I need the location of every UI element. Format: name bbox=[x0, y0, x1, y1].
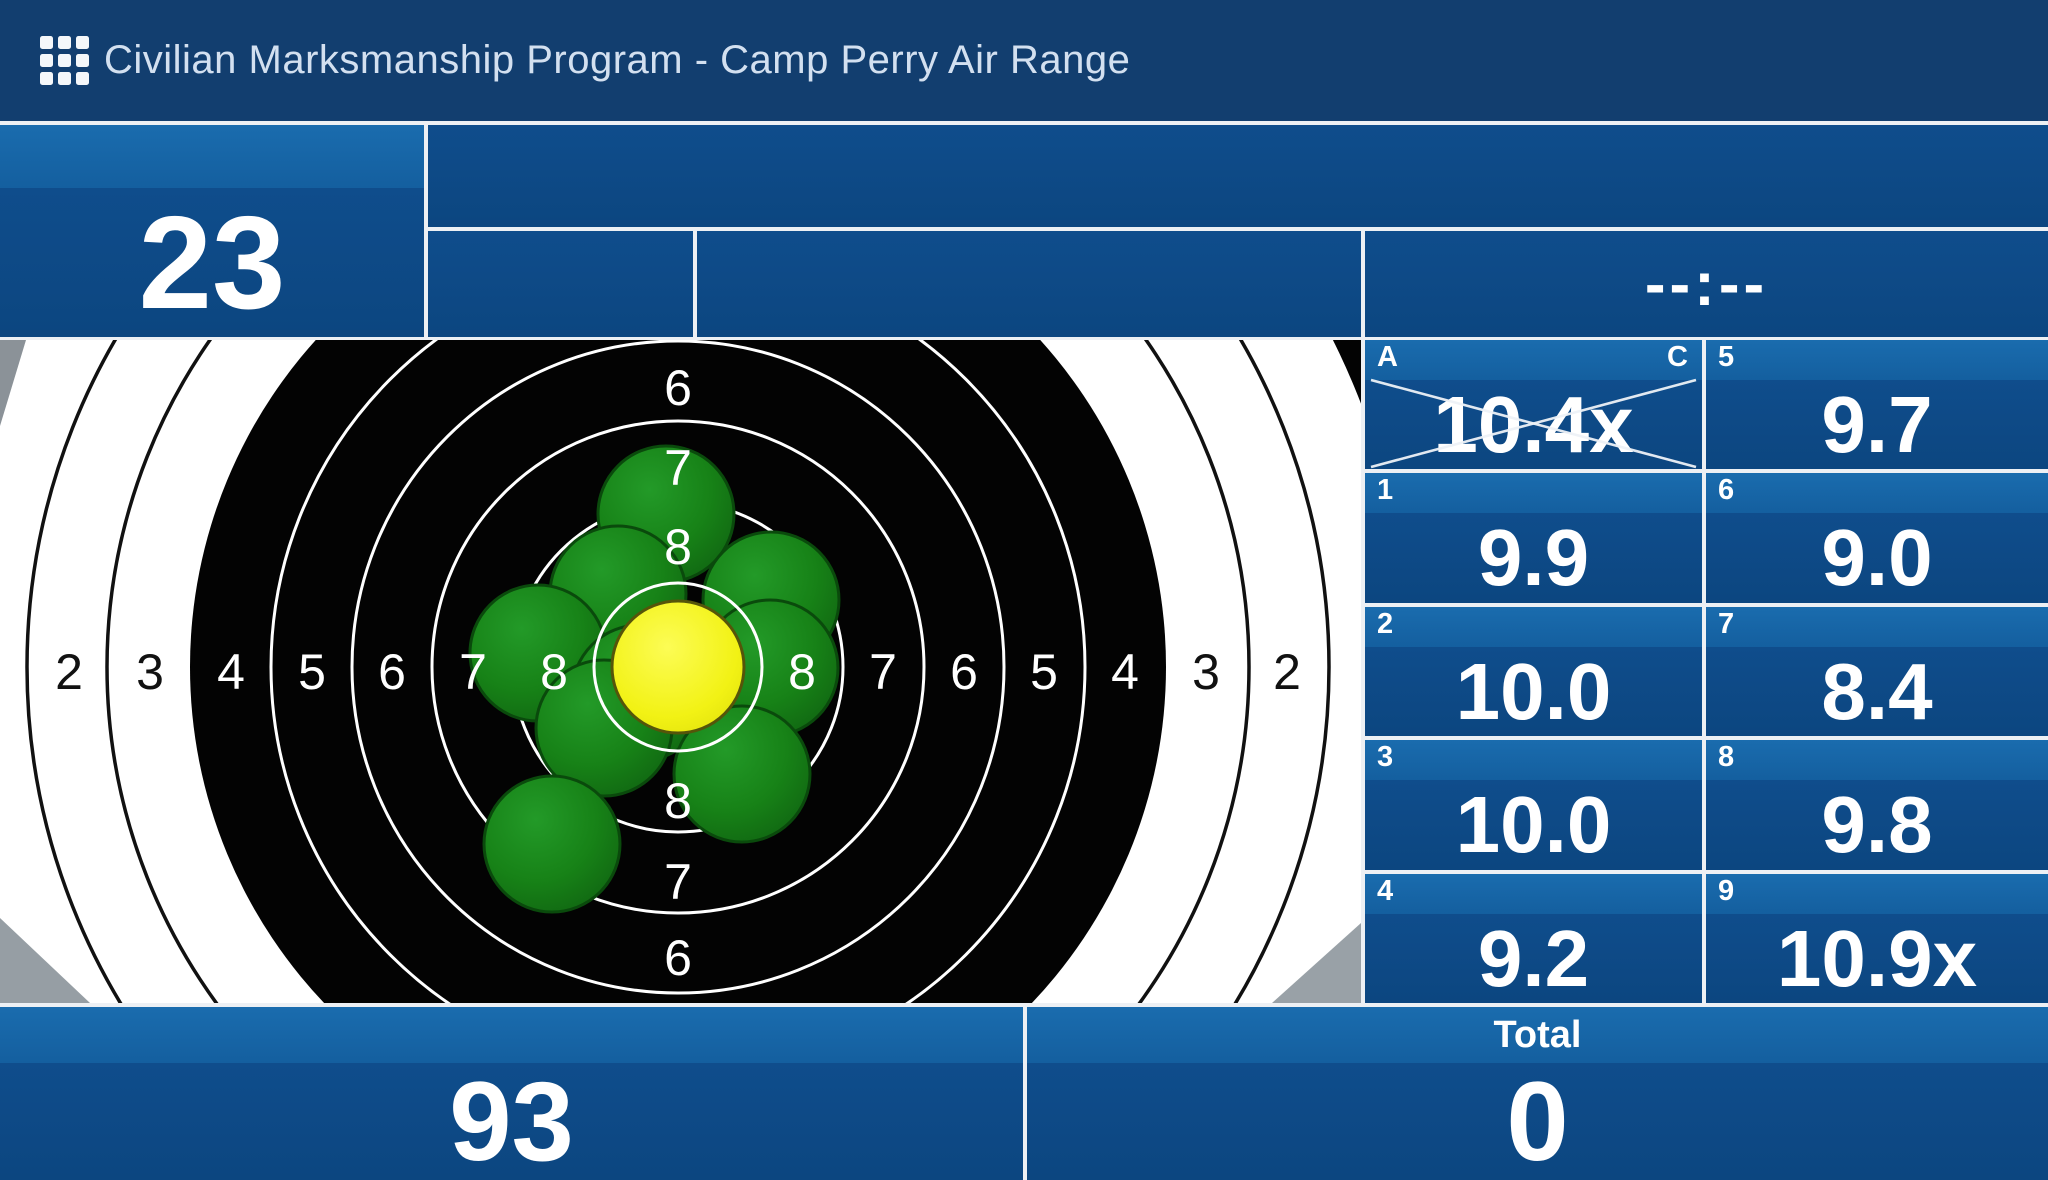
lane-number: 23 bbox=[0, 188, 424, 337]
ring-number: 7 bbox=[664, 854, 692, 910]
top-bar: Civilian Marksmanship Program - Camp Per… bbox=[0, 0, 2048, 121]
shot-cell-header: 7 bbox=[1706, 607, 2048, 647]
shot-value: 9.9 bbox=[1365, 513, 1702, 603]
shot-marker-latest bbox=[610, 599, 746, 735]
ring-line-7 bbox=[430, 419, 926, 915]
ring-number: 6 bbox=[664, 360, 692, 416]
ring-number: 8 bbox=[664, 773, 692, 829]
ring-number: 4 bbox=[1111, 644, 1139, 700]
ring-number: 8 bbox=[540, 644, 568, 700]
shot-position-label-right: C bbox=[1667, 341, 1688, 373]
shot-value: 9.2 bbox=[1365, 914, 1702, 1003]
shot-value: 8.4 bbox=[1706, 647, 2048, 736]
shot-cell-6[interactable]: 6 9.0 bbox=[1706, 473, 2048, 603]
shot-marker bbox=[482, 774, 622, 914]
match-timer: --:-- bbox=[1365, 231, 2048, 337]
ring-number: 8 bbox=[788, 644, 816, 700]
total-panel: Total 0 bbox=[1027, 1007, 2048, 1180]
corner-shade-top-left bbox=[0, 340, 26, 426]
target-view: 2 3 4 5 6 7 8 8 7 6 5 4 3 2 6 7 8 8 bbox=[0, 340, 1361, 1003]
ring-number: 5 bbox=[1030, 644, 1058, 700]
shot-value: 9.7 bbox=[1706, 380, 2048, 469]
ring-number: 8 bbox=[664, 519, 692, 575]
lane-panel: 23 bbox=[0, 125, 424, 337]
shot-cell-header: 1 bbox=[1365, 473, 1702, 513]
page-title: Civilian Marksmanship Program - Camp Per… bbox=[104, 38, 1131, 82]
shot-position-label: 3 bbox=[1377, 741, 1394, 773]
shot-position-label: 9 bbox=[1718, 875, 1735, 907]
lane-panel-header bbox=[0, 125, 424, 188]
shot-cell-header: 5 bbox=[1706, 340, 2048, 380]
shot-position-label: 7 bbox=[1718, 608, 1735, 640]
latest-shot-group bbox=[610, 599, 746, 735]
shot-cell-5[interactable]: 5 9.7 bbox=[1706, 340, 2048, 469]
ring-number: 3 bbox=[1192, 644, 1220, 700]
ring-number: 6 bbox=[950, 644, 978, 700]
ring-number: 2 bbox=[1273, 644, 1301, 700]
ring-line-5 bbox=[269, 340, 1087, 1003]
shot-value: 10.0 bbox=[1365, 780, 1702, 870]
ring-line-6 bbox=[350, 340, 1006, 995]
ring-number: 4 bbox=[217, 644, 245, 700]
corner-shade-bottom-left bbox=[0, 918, 90, 1003]
ring-number: 7 bbox=[664, 440, 692, 496]
shot-position-label: 1 bbox=[1377, 474, 1394, 506]
ring-number: 3 bbox=[136, 644, 164, 700]
target-image: 2 3 4 5 6 7 8 8 7 6 5 4 3 2 6 7 8 8 bbox=[0, 340, 1361, 1003]
info-cell-1 bbox=[428, 231, 693, 337]
ring-number: 6 bbox=[664, 930, 692, 986]
shot-cell-sighter[interactable]: A C 10.4x bbox=[1365, 340, 1702, 469]
shot-cell-4[interactable]: 4 9.2 bbox=[1365, 874, 1702, 1003]
ring-line-9 bbox=[592, 581, 764, 753]
ring-numbers-horizontal: 2 3 4 5 6 7 8 8 7 6 5 4 3 2 bbox=[55, 644, 1301, 700]
shot-value: 9.8 bbox=[1706, 780, 2048, 870]
shot-cell-header: 3 bbox=[1365, 740, 1702, 780]
shot-cell-header: 2 bbox=[1365, 607, 1702, 647]
integer-score-header bbox=[0, 1007, 1023, 1063]
ring-number: 2 bbox=[55, 644, 83, 700]
info-row-wide bbox=[428, 125, 2048, 227]
shot-cell-9[interactable]: 9 10.9x bbox=[1706, 874, 2048, 1003]
shot-cell-header: 4 bbox=[1365, 874, 1702, 914]
ring-number: 5 bbox=[298, 644, 326, 700]
shot-score-grid: A C 10.4x 1 9.9 2 10.0 3 10.0 4 bbox=[1365, 340, 2048, 1003]
shot-cell-header: 9 bbox=[1706, 874, 2048, 914]
shot-position-label: 2 bbox=[1377, 608, 1394, 640]
ring-number: 6 bbox=[378, 644, 406, 700]
shot-cell-header: 6 bbox=[1706, 473, 2048, 513]
shot-cell-header: A C bbox=[1365, 340, 1702, 380]
shot-cell-header: 8 bbox=[1706, 740, 2048, 780]
info-cell-2 bbox=[697, 231, 1361, 337]
shot-value: 10.4x bbox=[1365, 380, 1702, 469]
ring-numbers-vertical: 6 7 8 8 7 6 bbox=[664, 360, 692, 986]
shot-value: 9.0 bbox=[1706, 513, 2048, 603]
ring-line-3 bbox=[105, 340, 1251, 1003]
integer-score-value: 93 bbox=[0, 1059, 1023, 1180]
shot-value: 10.0 bbox=[1365, 647, 1702, 736]
shot-position-label: 5 bbox=[1718, 341, 1735, 373]
total-label: Total bbox=[1027, 1007, 2048, 1063]
ring-number: 7 bbox=[869, 644, 897, 700]
shot-marker bbox=[672, 704, 812, 844]
shot-value: 10.9x bbox=[1706, 914, 2048, 1003]
shot-cell-2[interactable]: 2 10.0 bbox=[1365, 607, 1702, 736]
shot-position-label: 4 bbox=[1377, 875, 1394, 907]
shot-position-label: A bbox=[1377, 341, 1398, 373]
shot-position-label: 8 bbox=[1718, 741, 1735, 773]
grid-menu-icon[interactable] bbox=[40, 36, 90, 86]
shot-position-label: 6 bbox=[1718, 474, 1735, 506]
shot-cell-7[interactable]: 7 8.4 bbox=[1706, 607, 2048, 736]
ring-line-2 bbox=[25, 340, 1331, 1003]
total-value: 0 bbox=[1027, 1059, 2048, 1180]
shot-cell-1[interactable]: 1 9.9 bbox=[1365, 473, 1702, 603]
shot-cell-3[interactable]: 3 10.0 bbox=[1365, 740, 1702, 870]
ring-number: 7 bbox=[459, 644, 487, 700]
integer-score-panel: 93 bbox=[0, 1007, 1023, 1180]
shot-cell-8[interactable]: 8 9.8 bbox=[1706, 740, 2048, 870]
corner-shade-bottom-right bbox=[1272, 923, 1361, 1003]
